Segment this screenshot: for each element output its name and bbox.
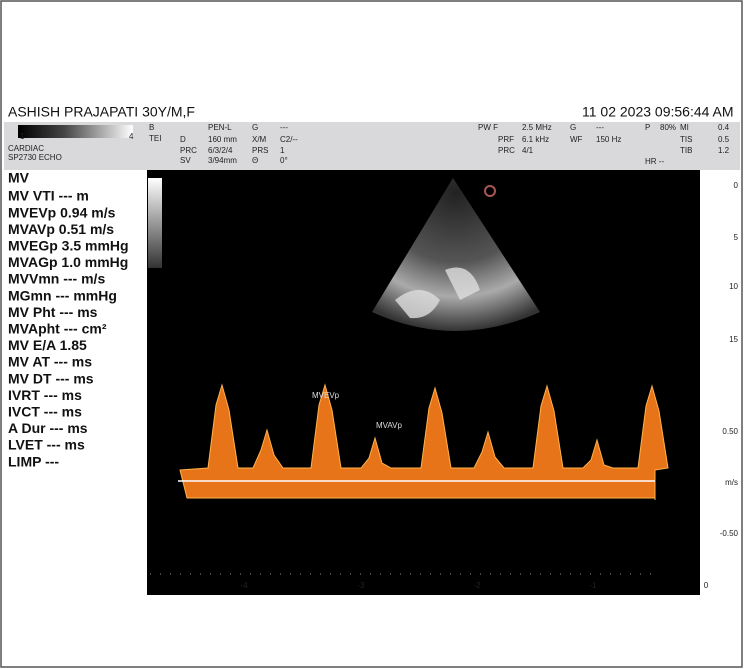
param-label: PRC	[498, 146, 515, 155]
depth-label: 15	[729, 335, 738, 344]
gray-bar	[18, 125, 133, 138]
param-label: PRC	[180, 146, 197, 155]
preset: SP2730 ECHO	[8, 153, 62, 162]
param-value: PEN-L	[208, 123, 232, 132]
param-label: SV	[180, 156, 191, 165]
param-value: C2/--	[280, 135, 298, 144]
param-value: 0.5	[718, 135, 730, 144]
param-value: 0°	[280, 156, 288, 165]
param-label: WF	[570, 135, 583, 144]
velocity-label: -0.50	[720, 529, 739, 538]
measurement: IVRT --- ms	[8, 387, 82, 403]
param-value: 80%	[660, 123, 676, 132]
param-value: 1	[280, 146, 285, 155]
application: CARDIAC	[8, 144, 44, 153]
gray-map	[148, 178, 162, 268]
measurement: MGmn --- mmHg	[8, 287, 117, 303]
time-label: -3	[357, 581, 365, 590]
depth-label: 0	[734, 181, 739, 190]
param-value: 3/94mm	[208, 156, 237, 165]
measurement: A Dur --- ms	[8, 420, 88, 436]
param-label: D	[180, 135, 186, 144]
param-value: 6/3/2/4	[208, 146, 233, 155]
param-value: 1.2	[718, 146, 730, 155]
param-label: P	[645, 123, 650, 132]
param-label: PW F	[478, 123, 498, 132]
param-value: 0.4	[718, 123, 730, 132]
params: B PEN-L TEI D 160 mm PRC 6/3/2/4 SV 3/94mm G --- X/…	[149, 123, 730, 166]
measurement-title: MV	[8, 170, 30, 186]
param-value: ---	[596, 123, 604, 132]
measurement: MV DT --- ms	[8, 370, 94, 386]
measurement: MVAVp 0.51 m/s	[8, 221, 114, 237]
patient: ASHISH PRAJAPATI 30Y/M,F	[8, 104, 195, 120]
depth-label: 10	[729, 282, 738, 291]
measurement: MVEGp 3.5 mmHg	[8, 238, 129, 254]
measurement: MVEVp 0.94 m/s	[8, 204, 116, 220]
measurement: MV VTI --- m	[8, 188, 89, 204]
velocity-label: 0.50	[722, 427, 738, 436]
marker	[484, 185, 496, 197]
param-label: TEI	[149, 134, 161, 143]
measurement: MVAGp 1.0 mmHg	[8, 254, 128, 270]
param-value: 160 mm	[208, 135, 237, 144]
depth-label: 5	[734, 233, 739, 242]
scale-end: 4	[129, 132, 134, 141]
scales: 0 5 10 15 0.50 m/s -0.50 -4 -3 -2 -1 0	[240, 181, 738, 590]
param-label: TIS	[680, 135, 692, 144]
measurement: IVCT --- ms	[8, 404, 82, 420]
param-label: PRS	[252, 146, 268, 155]
velocity-label: m/s	[725, 478, 738, 487]
scale-start: 1	[20, 132, 25, 141]
image-label: MVAVp	[376, 421, 402, 430]
measurement: MVVmn --- m/s	[8, 271, 105, 287]
param-value: ---	[280, 123, 288, 132]
param-label: TIB	[680, 146, 692, 155]
datetime: 11 02 2023 09:56:44 AM	[582, 104, 734, 120]
doppler-trace	[179, 383, 669, 500]
time-label: -1	[589, 581, 597, 590]
param-label: PRF	[498, 135, 514, 144]
time-label: 0	[704, 581, 709, 590]
measurement: MV E/A 1.85	[8, 337, 87, 353]
time-label: -2	[473, 581, 481, 590]
time-label: -4	[240, 581, 248, 590]
measurement: MV AT --- ms	[8, 354, 92, 370]
measurement: LIMP ---	[8, 453, 59, 469]
param-label: G	[570, 123, 576, 132]
measurement: MV Pht --- ms	[8, 304, 98, 320]
param-label: HR --	[645, 157, 664, 166]
measurement: LVET --- ms	[8, 437, 85, 453]
image-label: MVEVp	[312, 391, 340, 400]
param-value: 4/1	[522, 146, 534, 155]
measurement: MVApht --- cm²	[8, 321, 107, 337]
param-label: B	[149, 123, 154, 132]
param-value: 2.5 MHz	[522, 123, 552, 132]
param-value: 150 Hz	[596, 135, 621, 144]
param-label: MI	[680, 123, 689, 132]
param-value: 6.1 kHz	[522, 135, 549, 144]
param-label: Θ	[252, 156, 258, 165]
sector-echo	[395, 267, 480, 319]
param-label: X/M	[252, 135, 267, 144]
param-label: G	[252, 123, 258, 132]
